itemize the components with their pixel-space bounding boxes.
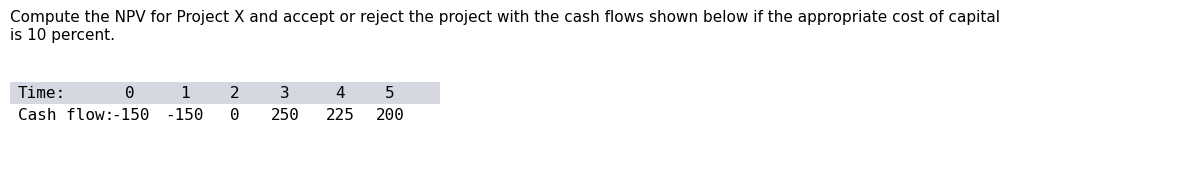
Text: Compute the NPV for Project X and accept or reject the project with the cash flo: Compute the NPV for Project X and accept…	[10, 10, 1000, 25]
Text: 200: 200	[376, 107, 404, 123]
Text: 1: 1	[180, 86, 190, 101]
Text: Time:: Time:	[18, 86, 66, 101]
Bar	[10, 82, 440, 104]
Text: 250: 250	[270, 107, 300, 123]
Text: 3: 3	[280, 86, 290, 101]
Text: 5: 5	[385, 86, 395, 101]
Text: 225: 225	[325, 107, 354, 123]
Text: 0: 0	[125, 86, 134, 101]
Bar	[10, 104, 440, 126]
Text: -150: -150	[110, 107, 149, 123]
Text: 2: 2	[230, 86, 240, 101]
Text: 4: 4	[335, 86, 344, 101]
Text: is 10 percent.: is 10 percent.	[10, 28, 115, 43]
Text: Cash flow:: Cash flow:	[18, 107, 114, 123]
Text: -150: -150	[166, 107, 204, 123]
Text: 0: 0	[230, 107, 240, 123]
